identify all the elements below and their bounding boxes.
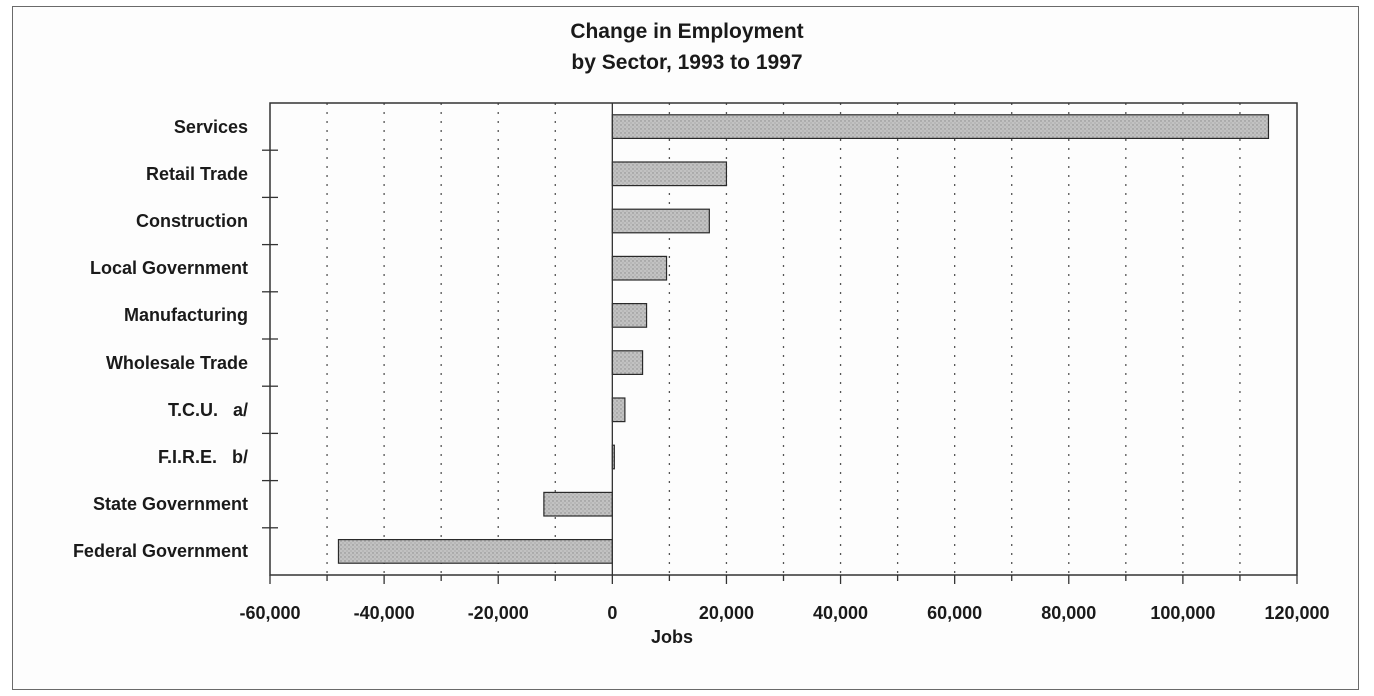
chart-title: Change in Employment: [570, 20, 804, 43]
category-label: T.C.U. a/: [167, 399, 248, 420]
category-label: Federal Government: [72, 541, 248, 562]
x-tick-label: -20,000: [467, 603, 529, 623]
category-label: F.I.R.E. b/: [157, 447, 248, 467]
category-label: Local Government: [89, 258, 248, 279]
bar-retail-trade: [611, 161, 728, 187]
bar-federal-government: [337, 538, 613, 564]
bar-state-government: [543, 491, 613, 517]
x-tick-label: 0: [607, 603, 618, 623]
x-tick-label: 40,000: [813, 603, 869, 623]
x-tick-label: -60,000: [239, 603, 301, 623]
category-label: Manufacturing: [124, 305, 248, 326]
x-tick-label: -40,000: [353, 603, 415, 623]
bar-wholesale-trade: [611, 350, 644, 375]
category-label: Construction: [136, 211, 248, 231]
bar-manufacturing: [611, 303, 648, 328]
category-label: Retail Trade: [145, 163, 248, 184]
bar-services: [611, 114, 1270, 140]
category-label: Services: [173, 116, 248, 137]
x-tick-label: 20,000: [698, 603, 754, 623]
x-tick-label: 60,000: [927, 603, 983, 623]
bar-construction: [611, 208, 710, 234]
x-tick-label: 80,000: [1041, 603, 1097, 623]
x-tick-label: 120,000: [1264, 603, 1330, 623]
x-axis-label: Jobs: [650, 627, 693, 647]
x-tick-label: 100,000: [1150, 603, 1216, 623]
category-label: Wholesale Trade: [105, 352, 248, 373]
bar-t-c-u-a: [611, 397, 626, 423]
chart-subtitle: by Sector, 1993 to 1997: [571, 51, 803, 74]
bar-local-government: [611, 255, 668, 281]
category-label: State Government: [92, 494, 248, 515]
